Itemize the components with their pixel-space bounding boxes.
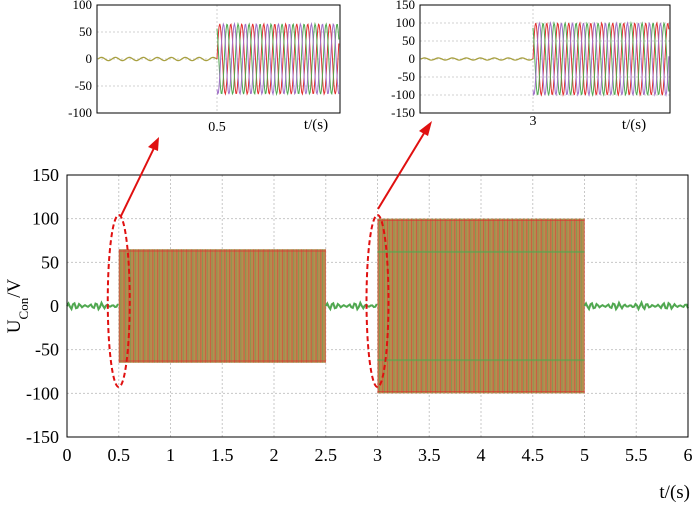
main-x-tick-label: 0.5 bbox=[108, 445, 131, 465]
main-y-tick-label: 0 bbox=[50, 296, 59, 316]
main-y-tick-label: 150 bbox=[32, 165, 59, 185]
inset-y-tick-label: -100 bbox=[68, 105, 92, 120]
main-x-tick-label: 3.5 bbox=[418, 445, 441, 465]
inset-2-y-tick-labels: 150 100 50 0 -50 -100 -150 bbox=[391, 0, 415, 120]
inset-phase-trace bbox=[532, 21, 670, 97]
inset-y-tick-label: 150 bbox=[396, 0, 416, 12]
inset-y-tick-label: 0 bbox=[86, 51, 93, 66]
inset-y-tick-label: 50 bbox=[402, 33, 415, 48]
main-y-tick-labels: 150 100 50 0 -50 -100 -150 bbox=[26, 165, 59, 447]
inset-2-frame bbox=[419, 4, 671, 114]
inset-2-x-axis-label: t/(s) bbox=[622, 117, 646, 133]
inset-y-tick-label: 100 bbox=[73, 0, 93, 12]
main-x-tick-label: 3 bbox=[373, 445, 382, 465]
inset-phase-trace bbox=[216, 21, 340, 97]
main-y-tick-label: 50 bbox=[41, 252, 59, 272]
main-y-tick-label: -100 bbox=[26, 383, 59, 403]
inset-y-tick-label: 100 bbox=[396, 15, 416, 30]
main-chart: 0 0.5 1 1.5 2 2.5 3 3.5 4 4.5 5 5.5 6 150 100 50 0 -50 -1… bbox=[4, 165, 693, 503]
main-x-tick-label: 1.5 bbox=[211, 445, 234, 465]
main-x-axis-label: t/(s) bbox=[659, 482, 690, 503]
main-x-tick-label: 5 bbox=[580, 445, 589, 465]
arrow-2-line bbox=[377, 129, 427, 210]
inset-2-x-tick: 3 bbox=[530, 114, 537, 129]
main-x-tick-label: 0 bbox=[63, 445, 72, 465]
main-plot-frame bbox=[66, 174, 689, 438]
inset-pre-event-trace bbox=[420, 57, 534, 61]
main-signal-bands bbox=[118, 218, 585, 394]
inset-phase-trace bbox=[532, 21, 670, 97]
inset-2-signal bbox=[420, 21, 670, 97]
zoom-arrows bbox=[120, 121, 432, 217]
main-y-tick-label: 100 bbox=[32, 209, 59, 229]
inset-phase-trace bbox=[532, 21, 670, 97]
inset-y-tick-label: 50 bbox=[79, 24, 92, 39]
main-x-tick-label: 1 bbox=[166, 445, 175, 465]
inset-1-x-axis-label: t/(s) bbox=[304, 117, 328, 133]
highlight-ellipse bbox=[106, 214, 131, 388]
main-x-tick-label: 5.5 bbox=[625, 445, 648, 465]
inset-chart-2: 150 100 50 0 -50 -100 -150 3 t/(s) bbox=[391, 0, 671, 133]
inset-pre-event-trace bbox=[97, 56, 218, 62]
arrow-1-head bbox=[148, 137, 159, 151]
main-x-tick-label: 4 bbox=[477, 445, 486, 465]
main-y-axis-label: UCon/V bbox=[4, 279, 31, 334]
inset-phase-trace bbox=[216, 22, 340, 96]
inset-1-frame bbox=[96, 4, 341, 114]
inset-1-y-tick-labels: 100 50 0 -50 -100 bbox=[68, 0, 92, 120]
inset-y-tick-label: -50 bbox=[398, 69, 415, 84]
main-y-tick-label: -150 bbox=[26, 427, 59, 447]
baseline-noise-trace bbox=[324, 300, 378, 312]
main-x-tick-label: 4.5 bbox=[522, 445, 545, 465]
inset-y-tick-label: -50 bbox=[75, 78, 92, 93]
arrow-2-head bbox=[419, 121, 432, 136]
inset-y-tick-label: -100 bbox=[391, 87, 415, 102]
main-x-tick-label: 2.5 bbox=[315, 445, 338, 465]
main-x-tick-label: 2 bbox=[270, 445, 279, 465]
inset-1-x-tick: 0.5 bbox=[208, 120, 226, 135]
inset-y-tick-label: 0 bbox=[409, 51, 416, 66]
arrow-1-line bbox=[120, 145, 156, 217]
main-y-tick-label: -50 bbox=[35, 340, 59, 360]
main-x-tick-label: 6 bbox=[684, 445, 693, 465]
inset-1-signal bbox=[97, 21, 340, 97]
highlight-ellipse bbox=[365, 214, 390, 388]
baseline-noise-trace bbox=[583, 299, 689, 312]
main-baseline-noise bbox=[66, 299, 689, 312]
baseline-noise-trace bbox=[66, 300, 119, 312]
inset-chart-1: 100 50 0 -50 -100 0.5 t/(s) bbox=[68, 0, 341, 135]
inset-y-tick-label: -150 bbox=[391, 105, 415, 120]
highlight-ellipses bbox=[106, 214, 390, 388]
main-x-tick-labels: 0 0.5 1 1.5 2 2.5 3 3.5 4 4.5 5 5.5 6 bbox=[63, 445, 693, 465]
